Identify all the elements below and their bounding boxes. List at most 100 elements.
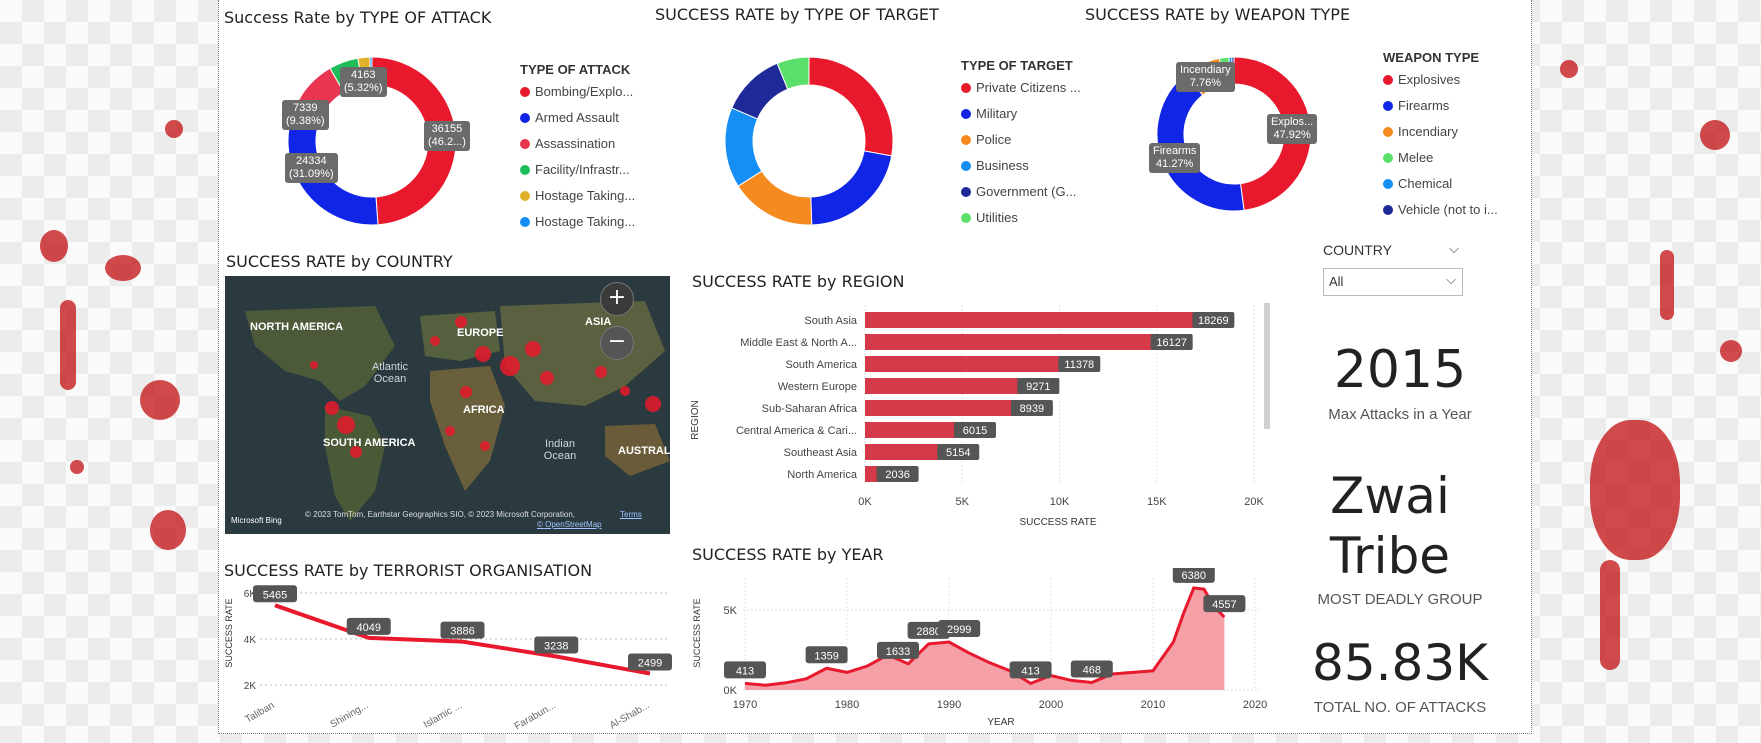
- weapon-chart-title: SUCCESS RATE by WEAPON TYPE: [1085, 5, 1350, 24]
- org-ylabel: SUCCESS RATE: [224, 598, 234, 667]
- org-line-chart[interactable]: SUCCESS RATE 2K4K6K5465Taliban4049Shinin…: [220, 585, 675, 735]
- map-label-south-america: SOUTH AMERICA: [323, 437, 415, 449]
- org-data-label: 4049: [357, 622, 381, 634]
- legend-item[interactable]: Bombing/Explo...: [520, 84, 633, 99]
- org-ytick: 4K: [244, 635, 257, 646]
- region-category-label: South America: [785, 359, 857, 371]
- region-data-label: 8939: [1020, 403, 1044, 415]
- attack-legend-title: TYPE OF ATTACK: [520, 62, 630, 77]
- region-scrollbar[interactable]: [1264, 303, 1270, 429]
- map-label-north-america: NORTH AMERICA: [250, 321, 343, 333]
- legend-item[interactable]: Explosives: [1383, 72, 1460, 87]
- region-data-label: 18269: [1198, 315, 1229, 327]
- legend-item[interactable]: Utilities: [961, 210, 1018, 225]
- legend-item[interactable]: Police: [961, 132, 1011, 147]
- org-category-label: Islamic ...: [422, 700, 464, 731]
- region-category-label: South Asia: [804, 315, 857, 327]
- legend-item[interactable]: Armed Assault: [520, 110, 619, 125]
- map-label-atlantic: Atlantic Ocean: [360, 361, 420, 385]
- map-label-australia: AUSTRAL: [618, 445, 670, 457]
- year-xtick: 1970: [733, 699, 757, 711]
- map-terms-link[interactable]: Terms: [620, 510, 642, 519]
- year-xtick: 1980: [835, 699, 859, 711]
- region-bar[interactable]: [865, 312, 1220, 328]
- legend-item[interactable]: Firearms: [1383, 98, 1449, 113]
- legend-item[interactable]: Melee: [1383, 150, 1433, 165]
- max-year-label: Max Attacks in a Year: [1300, 406, 1500, 423]
- map-title: SUCCESS RATE by COUNTRY: [226, 252, 453, 271]
- weapon-label-firearms: Firearms41.27%: [1149, 143, 1200, 173]
- attack-label-facility: 4163(5.32%): [340, 67, 387, 97]
- region-category-label: Central America & Cari...: [736, 425, 857, 437]
- chevron-down-icon[interactable]: ⌵: [1449, 241, 1459, 257]
- deadly-group-line1: Zwai: [1300, 466, 1480, 526]
- map-zoom-out-button[interactable]: −: [600, 326, 634, 360]
- legend-item[interactable]: Government (G...: [961, 184, 1076, 199]
- legend-item[interactable]: Chemical: [1383, 176, 1452, 191]
- region-category-label: Southeast Asia: [784, 447, 858, 459]
- attack-label-assassination: 7339(9.38%): [282, 100, 329, 130]
- legend-item[interactable]: Incendiary: [1383, 124, 1458, 139]
- year-data-label: 413: [1021, 665, 1039, 677]
- country-slicer: COUNTRY ⌵ All ⌵: [1323, 242, 1392, 258]
- donut-slice[interactable]: [809, 57, 893, 156]
- year-ylabel: SUCCESS RATE: [692, 598, 702, 667]
- org-category-label: Al-Shab...: [608, 700, 652, 731]
- region-bar-chart[interactable]: REGION SUCCESS RATE 0K5K10K15K20KSouth A…: [672, 300, 1272, 532]
- year-area-chart[interactable]: SUCCESS RATE YEAR 1970198019902000201020…: [685, 568, 1275, 728]
- donut-slice[interactable]: [811, 151, 892, 225]
- legend-item[interactable]: Assassination: [520, 136, 615, 151]
- year-data-label: 4557: [1212, 599, 1236, 611]
- year-data-label: 2880: [916, 626, 940, 638]
- donut-slice[interactable]: [725, 108, 762, 186]
- year-xtick: 2000: [1039, 699, 1063, 711]
- year-ytick: 5K: [724, 605, 738, 617]
- attack-label-armed: 24334(31.09%): [285, 153, 338, 183]
- map-zoom-in-button[interactable]: +: [600, 282, 634, 316]
- legend-item[interactable]: Facility/Infrastr...: [520, 162, 630, 177]
- year-data-label: 468: [1083, 665, 1101, 677]
- legend-item[interactable]: Hostage Taking...: [520, 214, 635, 229]
- region-data-label: 2036: [885, 469, 909, 481]
- legend-item[interactable]: Military: [961, 106, 1017, 121]
- region-chart-title: SUCCESS RATE by REGION: [692, 272, 904, 291]
- region-data-label: 5154: [946, 447, 970, 459]
- weapon-legend-title: WEAPON TYPE: [1383, 50, 1479, 65]
- region-xtick: 0K: [858, 496, 872, 508]
- bing-logo: Microsoft Bing: [231, 516, 282, 525]
- country-map[interactable]: NORTH AMERICA EUROPE ASIA AFRICA SOUTH A…: [225, 276, 670, 534]
- region-category-label: Middle East & North A...: [740, 337, 857, 349]
- map-label-indian: Indian Ocean: [535, 438, 585, 462]
- legend-item[interactable]: Hostage Taking...: [520, 188, 635, 203]
- slicer-value: All: [1329, 274, 1343, 289]
- max-year-value: 2015: [1300, 340, 1500, 400]
- org-chart-title: SUCCESS RATE by TERRORIST ORGANISATION: [224, 561, 592, 580]
- year-ytick: 0K: [724, 685, 738, 697]
- region-ylabel: REGION: [690, 400, 701, 439]
- legend-item[interactable]: Vehicle (not to i...: [1383, 202, 1498, 217]
- year-data-label: 413: [736, 665, 754, 677]
- deadly-group-value: Zwai Tribe: [1300, 466, 1480, 586]
- legend-item[interactable]: Private Citizens ...: [961, 80, 1081, 95]
- region-bar[interactable]: [865, 334, 1179, 350]
- region-data-label: 16127: [1156, 337, 1187, 349]
- region-xtick: 5K: [956, 496, 970, 508]
- map-landmass: [225, 276, 670, 534]
- donut-slice[interactable]: [732, 63, 788, 119]
- region-bar[interactable]: [865, 356, 1086, 372]
- map-osm-link[interactable]: © OpenStreetMap: [537, 520, 602, 529]
- map-label-africa: AFRICA: [463, 404, 505, 416]
- legend-item[interactable]: Business: [961, 158, 1029, 173]
- total-attacks-label: TOTAL NO. OF ATTACKS: [1300, 699, 1500, 716]
- year-xtick: 1990: [937, 699, 961, 711]
- weapon-label-explosives: Explos...47.92%: [1267, 114, 1317, 144]
- target-donut-chart[interactable]: [724, 56, 894, 226]
- year-data-label: 6380: [1182, 570, 1206, 582]
- region-data-label: 9271: [1026, 381, 1050, 393]
- org-category-label: Shining...: [329, 700, 371, 730]
- org-data-label: 5465: [263, 589, 287, 601]
- weapon-label-incendiary: Incendiary7.76%: [1176, 62, 1235, 92]
- slicer-dropdown[interactable]: All ⌵: [1323, 268, 1463, 296]
- region-xtick: 10K: [1050, 496, 1070, 508]
- org-data-label: 3238: [544, 641, 568, 653]
